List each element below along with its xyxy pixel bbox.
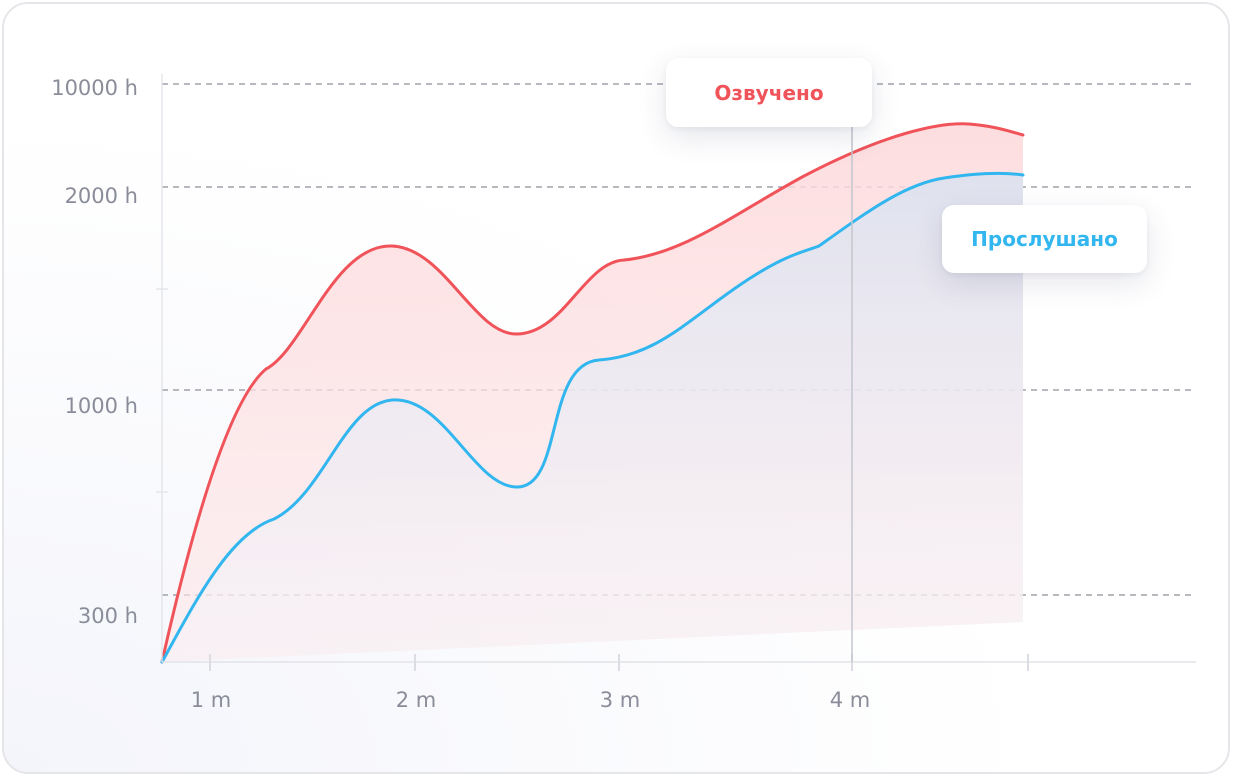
- y-tick-label: 300 h: [78, 604, 138, 628]
- series-callout-voiced: Озвучено: [666, 58, 872, 127]
- y-tick-label: 1000 h: [65, 394, 138, 418]
- listened-area: [162, 173, 1023, 663]
- x-tick-label: 4 m: [830, 688, 871, 712]
- area-chart: 10000 h 2000 h 1000 h 300 h 1 m 2 m 3 m 4 m: [51, 74, 1196, 712]
- x-tick-label: 3 m: [600, 688, 641, 712]
- series-callout-listened: Прослушано: [942, 205, 1147, 273]
- y-tick-label: 10000 h: [51, 76, 138, 100]
- series-line-listened: [160, 171, 1025, 664]
- x-tick-label: 2 m: [396, 688, 437, 712]
- y-tick-label: 2000 h: [65, 184, 138, 208]
- x-tick-label: 1 m: [191, 688, 232, 712]
- series-line-voiced: [160, 122, 1025, 664]
